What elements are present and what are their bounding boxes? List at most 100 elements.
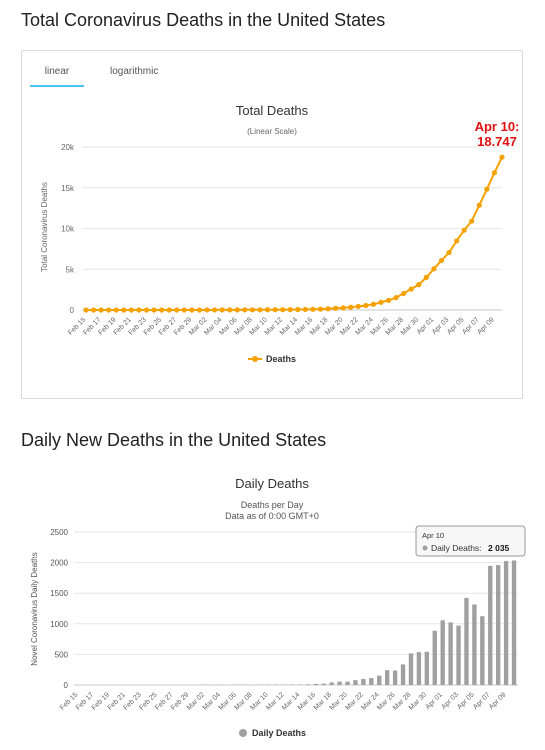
deaths-data-point[interactable]: [355, 303, 361, 310]
deaths-data-point[interactable]: [189, 307, 195, 313]
daily-deaths-bar[interactable]: [488, 565, 493, 685]
deaths-data-point[interactable]: [90, 307, 97, 313]
daily-deaths-bar[interactable]: [345, 681, 350, 685]
deaths-data-point[interactable]: [325, 306, 331, 312]
daily-deaths-bar[interactable]: [408, 653, 414, 685]
deaths-data-point[interactable]: [295, 306, 301, 313]
chart1-annotation-line2: 18.747: [477, 134, 517, 149]
deaths-data-point[interactable]: [310, 306, 316, 312]
deaths-data-point[interactable]: [136, 307, 142, 313]
deaths-data-point[interactable]: [416, 282, 422, 288]
daily-deaths-bar[interactable]: [432, 630, 437, 685]
deaths-data-point[interactable]: [499, 154, 505, 160]
daily-deaths-bar[interactable]: [464, 597, 469, 685]
daily-deaths-bar[interactable]: [361, 678, 366, 685]
daily-deaths-bar[interactable]: [337, 681, 342, 685]
daily-deaths-bar[interactable]: [369, 678, 374, 685]
daily-deaths-bar[interactable]: [511, 560, 517, 685]
deaths-data-point[interactable]: [469, 218, 475, 224]
deaths-data-point[interactable]: [211, 307, 218, 313]
deaths-data-point[interactable]: [257, 307, 263, 313]
daily-deaths-bar[interactable]: [495, 565, 501, 685]
deaths-data-point[interactable]: [280, 307, 286, 313]
deaths-data-point[interactable]: [385, 297, 392, 303]
deaths-data-point[interactable]: [446, 249, 452, 256]
deaths-data-point[interactable]: [333, 305, 339, 311]
deaths-data-point[interactable]: [264, 307, 271, 313]
daily-deaths-bar[interactable]: [313, 683, 319, 685]
deaths-data-point[interactable]: [181, 307, 187, 313]
daily-deaths-bar[interactable]: [503, 561, 509, 685]
daily-deaths-bar[interactable]: [377, 675, 382, 685]
daily-deaths-bar[interactable]: [456, 625, 461, 685]
deaths-data-point[interactable]: [378, 299, 384, 305]
chart1-y-tick-label: 0: [70, 306, 75, 315]
deaths-data-point[interactable]: [484, 186, 490, 192]
deaths-data-point[interactable]: [219, 307, 225, 313]
deaths-data-point[interactable]: [151, 307, 157, 313]
deaths-data-point[interactable]: [317, 306, 324, 312]
daily-deaths-bar[interactable]: [416, 652, 422, 685]
chart1-y-tick-label: 15k: [61, 184, 75, 193]
tab-linear[interactable]: linear: [30, 59, 84, 87]
deaths-data-point[interactable]: [272, 307, 278, 313]
deaths-data-point[interactable]: [348, 304, 354, 310]
deaths-data-point[interactable]: [106, 307, 112, 313]
daily-deaths-bar[interactable]: [448, 622, 453, 685]
deaths-data-point[interactable]: [287, 307, 293, 313]
chart2-tooltip-value: 2 035: [488, 543, 510, 553]
deaths-data-point[interactable]: [242, 307, 248, 313]
deaths-data-point[interactable]: [128, 307, 134, 313]
chart1-y-tick-label: 20k: [61, 143, 75, 152]
deaths-data-point[interactable]: [476, 202, 482, 208]
deaths-data-point[interactable]: [227, 307, 233, 313]
deaths-data-point[interactable]: [174, 307, 180, 313]
deaths-data-point[interactable]: [340, 305, 346, 311]
daily-deaths-bar[interactable]: [440, 620, 445, 685]
deaths-data-point[interactable]: [166, 307, 172, 313]
deaths-data-point[interactable]: [113, 307, 119, 313]
daily-deaths-bar[interactable]: [480, 616, 485, 685]
daily-deaths-bar[interactable]: [472, 604, 477, 685]
tab-logarithmic[interactable]: logarithmic: [110, 66, 159, 77]
deaths-data-point[interactable]: [431, 266, 437, 272]
deaths-data-point[interactable]: [393, 295, 399, 301]
deaths-data-point[interactable]: [98, 307, 104, 313]
deaths-data-point[interactable]: [491, 170, 498, 176]
daily-deaths-bar[interactable]: [384, 670, 390, 685]
deaths-data-point[interactable]: [234, 307, 240, 313]
deaths-data-point[interactable]: [204, 307, 210, 313]
deaths-data-point[interactable]: [249, 307, 255, 313]
total-deaths-chart: Total Deaths (Linear Scale) Total Corona…: [40, 103, 519, 364]
chart1-legend-marker: [252, 356, 258, 362]
daily-deaths-bar[interactable]: [392, 670, 398, 685]
daily-deaths-bar[interactable]: [400, 664, 406, 685]
deaths-data-point[interactable]: [121, 307, 127, 313]
deaths-data-point[interactable]: [401, 290, 407, 297]
daily-deaths-bar[interactable]: [353, 680, 358, 685]
deaths-data-point[interactable]: [196, 307, 203, 313]
chart2-title: Daily Deaths: [235, 476, 309, 491]
deaths-data-point[interactable]: [370, 301, 377, 307]
chart2-tooltip: Apr 10 Daily Deaths: 2 035: [415, 525, 526, 557]
deaths-data-point[interactable]: [302, 306, 308, 313]
daily-deaths-bar[interactable]: [321, 683, 326, 685]
chart2-y-axis-label: Novel Coronavirus Daily Deaths: [30, 552, 39, 665]
chart1-legend[interactable]: Deaths: [248, 354, 296, 364]
deaths-data-point[interactable]: [143, 307, 150, 313]
daily-deaths-bar[interactable]: [305, 684, 311, 685]
total-deaths-panel: linear logarithmic Total Deaths (Linear …: [21, 50, 523, 399]
deaths-data-point[interactable]: [363, 302, 369, 309]
chart2-y-tick-label: 2000: [50, 559, 68, 568]
deaths-data-point[interactable]: [83, 307, 89, 313]
deaths-data-point[interactable]: [159, 307, 165, 313]
chart2-legend[interactable]: Daily Deaths: [239, 728, 306, 738]
daily-deaths-bar[interactable]: [424, 651, 430, 685]
deaths-data-point[interactable]: [423, 274, 429, 280]
deaths-data-point[interactable]: [438, 257, 445, 264]
deaths-data-point[interactable]: [461, 227, 467, 233]
deaths-data-point[interactable]: [408, 286, 414, 292]
daily-deaths-bar[interactable]: [329, 682, 334, 685]
chart2-tooltip-date: Apr 10: [422, 531, 444, 540]
deaths-data-point[interactable]: [454, 238, 460, 244]
